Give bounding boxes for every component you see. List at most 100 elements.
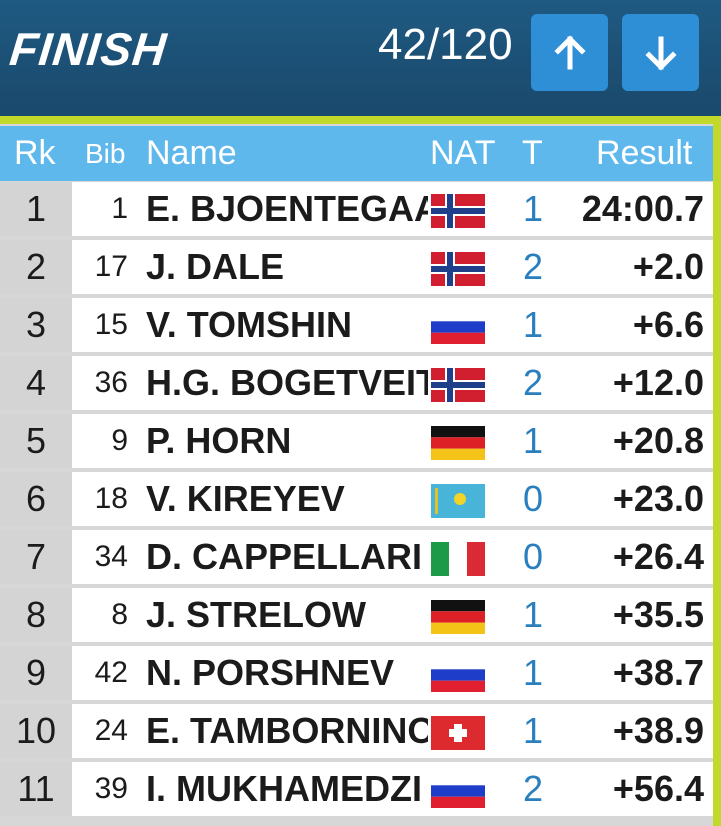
row-background <box>72 530 713 584</box>
rank-cell: 3 <box>0 298 72 352</box>
t-cell: 0 <box>522 478 544 519</box>
table-row[interactable]: 8 8 J. STRELOW 1 +35.5 <box>0 588 713 642</box>
result-cell: +26.4 <box>612 536 704 577</box>
table-row[interactable]: 6 18 V. KIREYEV 0 +23.0 <box>0 472 713 526</box>
result-cell: 24:00.7 <box>581 188 704 229</box>
result-cell: +6.6 <box>632 304 704 345</box>
flag-rus-icon <box>431 774 485 808</box>
row-background <box>72 298 713 352</box>
table-row[interactable]: 3 15 V. TOMSHIN 1 +6.6 <box>0 298 713 352</box>
row-background <box>72 182 713 236</box>
bib-cell: 24 <box>94 714 128 747</box>
row-background <box>72 588 713 642</box>
bib-cell: 8 <box>111 598 128 631</box>
result-cell: +12.0 <box>612 362 704 403</box>
flag-ger-icon <box>431 426 485 460</box>
flag-rus-icon <box>431 658 485 692</box>
rank-cell: 7 <box>0 530 72 584</box>
bib-cell: 1 <box>111 192 128 225</box>
row-background <box>72 704 713 758</box>
athlete-name: E. BJOENTEGAARD <box>146 188 428 229</box>
flag-nor-icon <box>431 368 485 402</box>
athlete-name: J. STRELOW <box>146 594 367 635</box>
flag-kaz-icon <box>431 484 485 518</box>
athlete-name: P. HORN <box>146 420 292 461</box>
arrow-down-icon <box>644 36 677 71</box>
bib-cell: 15 <box>94 308 128 341</box>
athlete-name: I. MUKHAMEDZI <box>146 768 422 809</box>
rank-cell: 8 <box>0 588 72 642</box>
accent-bar <box>0 116 721 124</box>
row-background <box>72 472 713 526</box>
result-cell: +20.8 <box>612 420 704 461</box>
result-cell: +38.7 <box>612 652 704 693</box>
rank-cell: 11 <box>0 762 72 816</box>
result-cell: +38.9 <box>612 710 704 751</box>
table-header: Rk Bib Name NAT T Result <box>0 126 713 181</box>
row-background <box>72 414 713 468</box>
flag-ita-icon <box>431 542 485 576</box>
rank-cell: 6 <box>0 472 72 526</box>
t-cell: 2 <box>522 362 544 403</box>
t-cell: 1 <box>522 420 544 461</box>
column-t: T <box>522 134 543 172</box>
t-cell: 1 <box>522 188 544 229</box>
scroll-down-button[interactable] <box>622 14 699 91</box>
result-counter: 42/120 <box>378 20 513 69</box>
t-cell: 2 <box>522 246 544 287</box>
flag-nor-icon <box>431 252 485 286</box>
result-cell: +23.0 <box>612 478 704 519</box>
row-background <box>72 356 713 410</box>
athlete-name: H.G. BOGETVEIT <box>146 362 428 403</box>
table-row[interactable]: 2 17 J. DALE 2 +2.0 <box>0 240 713 294</box>
bib-cell: 36 <box>94 366 128 399</box>
athlete-name: E. TAMBORNINO <box>146 710 428 751</box>
arrow-up-icon <box>553 34 586 69</box>
result-cell: +35.5 <box>612 594 704 635</box>
rank-cell: 4 <box>0 356 72 410</box>
scroll-up-button[interactable] <box>531 14 608 91</box>
athlete-name: V. TOMSHIN <box>146 304 353 345</box>
bib-cell: 34 <box>94 540 128 573</box>
table-row[interactable]: 4 36 H.G. BOGETVEIT 2 +12.0 <box>0 356 713 410</box>
table-row[interactable]: 9 42 N. PORSHNEV 1 +38.7 <box>0 646 713 700</box>
flag-ger-icon <box>431 600 485 634</box>
rank-cell: 2 <box>0 240 72 294</box>
t-cell: 1 <box>522 304 544 345</box>
result-cell: +2.0 <box>632 246 704 287</box>
athlete-name: V. KIREYEV <box>146 478 345 519</box>
table-row[interactable]: 5 9 P. HORN 1 +20.8 <box>0 414 713 468</box>
athlete-name: D. CAPPELLARI <box>146 536 423 577</box>
row-background <box>72 240 713 294</box>
table-row[interactable]: 11 39 I. MUKHAMEDZI 2 +56.4 <box>0 762 713 816</box>
table-row[interactable]: 1 1 E. BJOENTEGAARD 1 24:00.7 <box>0 182 713 236</box>
table-row[interactable]: 7 34 D. CAPPELLARI 0 +26.4 <box>0 530 713 584</box>
rank-cell: 1 <box>0 182 72 236</box>
t-cell: 1 <box>522 594 544 635</box>
results-header: FINISH 42/120 <box>0 0 721 116</box>
rank-cell: 9 <box>0 646 72 700</box>
flag-nor-icon <box>431 194 485 228</box>
athlete-name: J. DALE <box>146 246 285 287</box>
t-cell: 0 <box>522 536 544 577</box>
rank-cell: 10 <box>0 704 72 758</box>
t-cell: 1 <box>522 652 544 693</box>
page-title: FINISH <box>7 23 170 75</box>
bib-cell: 39 <box>94 772 128 805</box>
column-name: Name <box>146 134 237 172</box>
result-cell: +56.4 <box>612 768 704 809</box>
bib-cell: 17 <box>94 250 128 283</box>
flag-rus-icon <box>431 310 485 344</box>
athlete-name: N. PORSHNEV <box>146 652 395 693</box>
t-cell: 1 <box>522 710 544 751</box>
row-background <box>72 646 713 700</box>
bib-cell: 42 <box>94 656 128 689</box>
bib-cell: 18 <box>94 482 128 515</box>
column-nat: NAT <box>430 134 496 172</box>
flag-sui-icon <box>431 716 485 750</box>
column-result: Result <box>596 134 693 172</box>
rank-cell: 5 <box>0 414 72 468</box>
table-row[interactable]: 10 24 E. TAMBORNINO 1 +38.9 <box>0 704 713 758</box>
results-table: Rk Bib Name NAT T Result 1 1 E. BJOENTEGAA… <box>0 124 721 826</box>
row-background <box>72 762 713 816</box>
